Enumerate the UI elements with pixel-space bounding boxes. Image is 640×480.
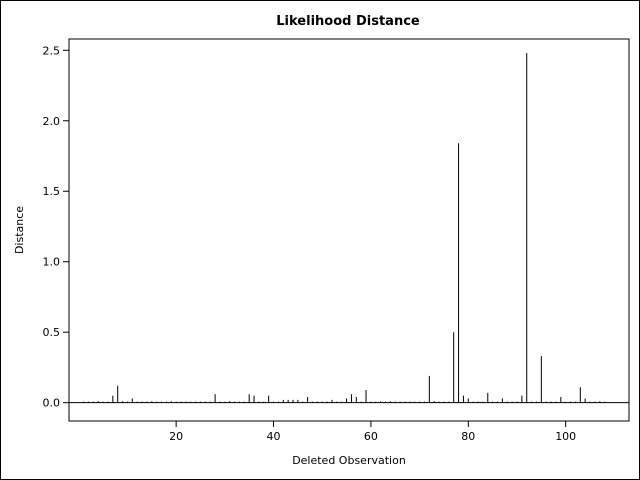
y-tick-label: 1.0 — [43, 256, 61, 269]
y-tick-label: 0.5 — [43, 326, 61, 339]
plot-area — [68, 38, 630, 422]
x-axis-label: Deleted Observation — [292, 454, 406, 467]
y-axis: 0.0 0.5 1.0 1.5 2.0 2.5 — [43, 44, 69, 410]
y-tick-label: 2.0 — [43, 115, 61, 128]
needle-series — [83, 53, 606, 403]
y-axis-label: Distance — [13, 206, 26, 254]
x-tick-label: 100 — [555, 430, 576, 443]
x-tick-label: 20 — [169, 430, 183, 443]
y-tick-label: 2.5 — [43, 44, 61, 57]
chart-title: Likelihood Distance — [276, 14, 420, 29]
x-tick-label: 40 — [267, 430, 281, 443]
x-tick-label: 80 — [461, 430, 475, 443]
y-tick-label: 1.5 — [43, 185, 61, 198]
x-tick-label: 60 — [364, 430, 378, 443]
x-axis: 20 40 60 80 100 — [169, 421, 576, 443]
y-tick-label: 0.0 — [43, 397, 61, 410]
